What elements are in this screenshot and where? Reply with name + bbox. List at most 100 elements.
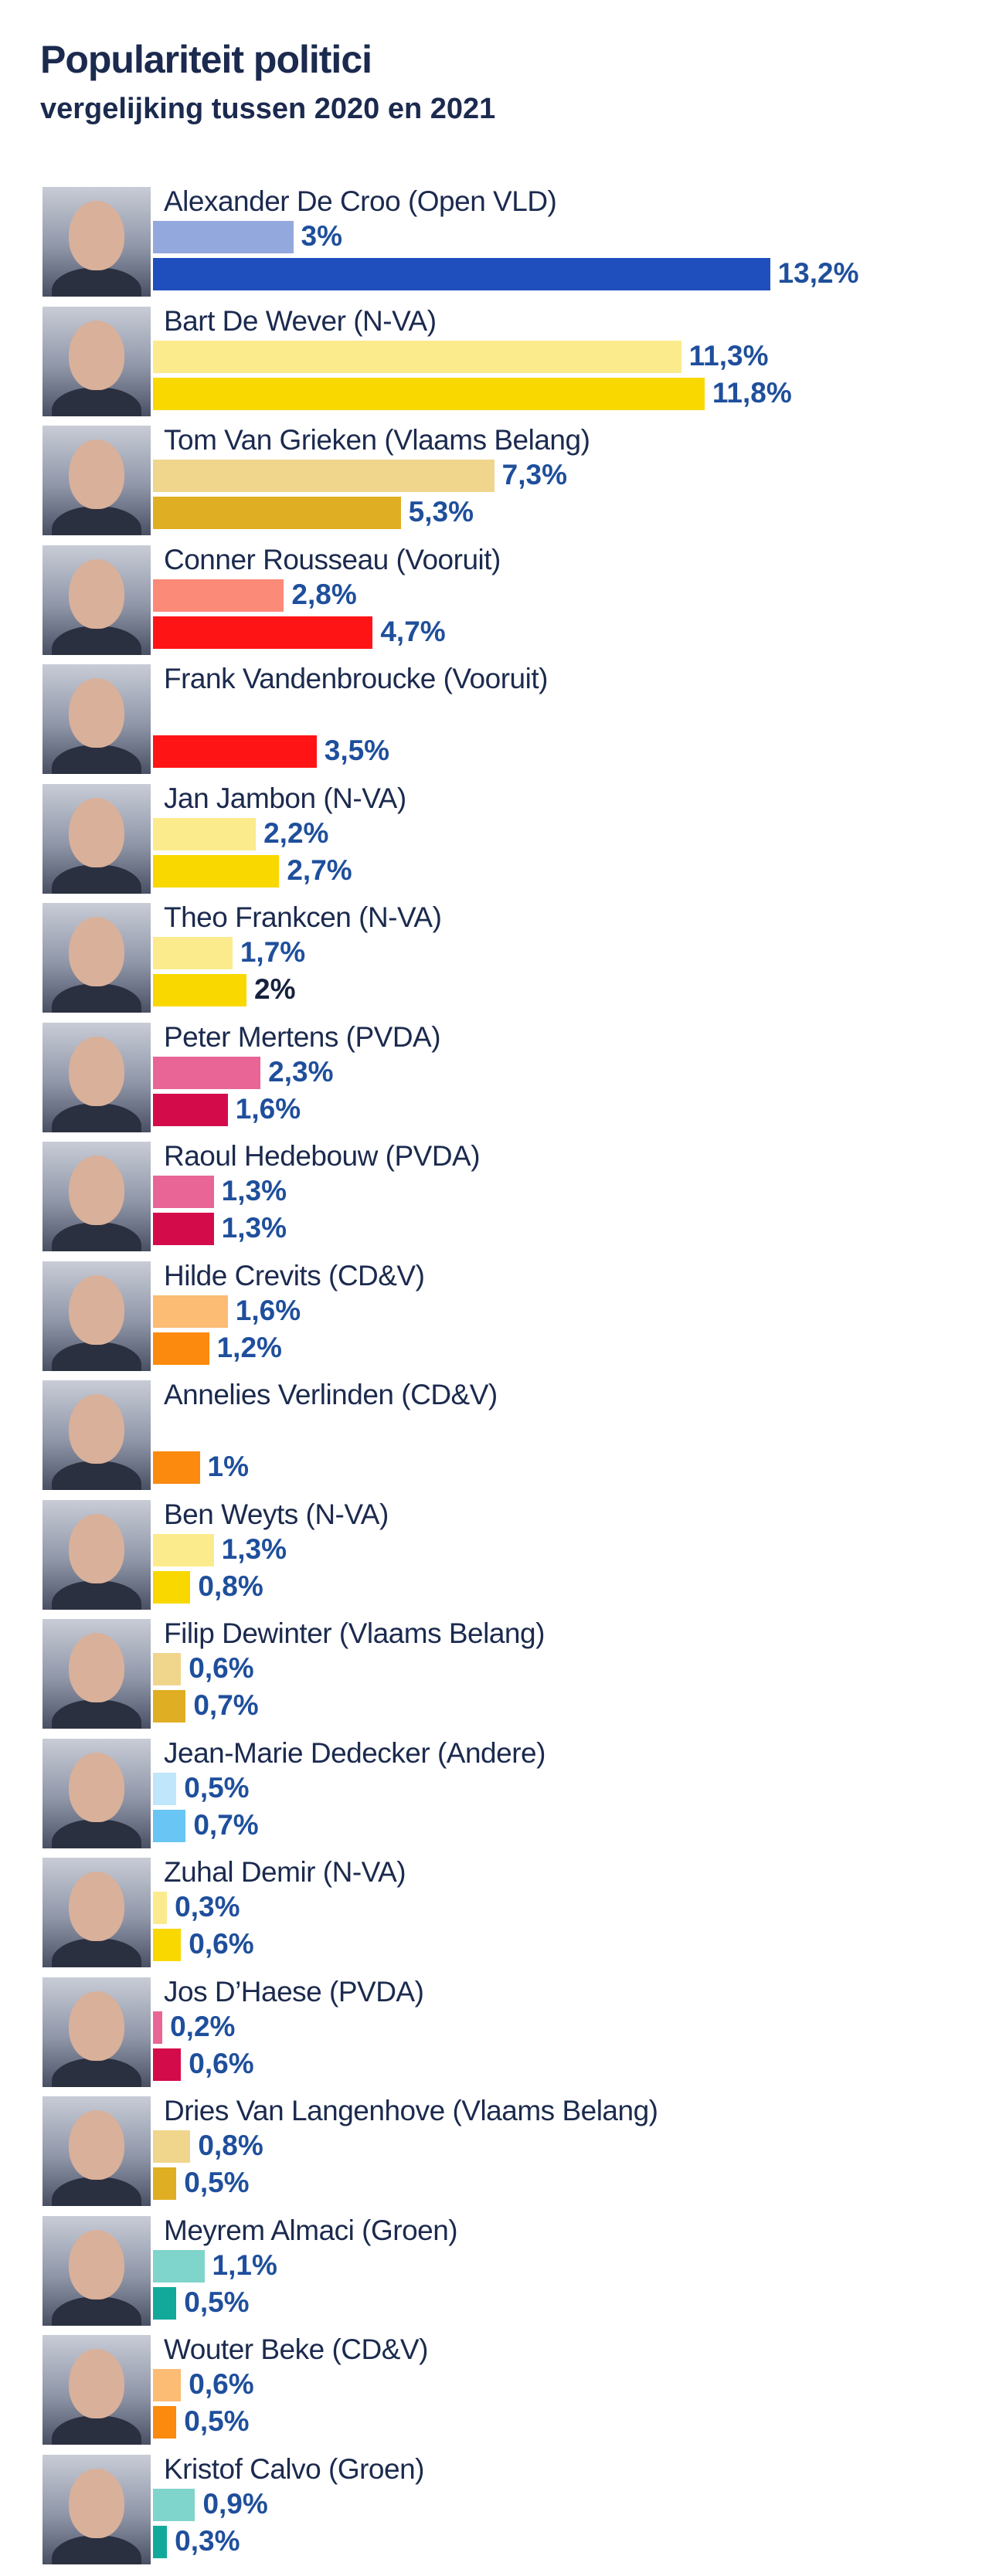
photo-shoulders — [52, 1341, 141, 1371]
photo-face — [69, 1872, 124, 1941]
photo-shoulders — [52, 1461, 141, 1490]
politician-row: Conner Rousseau (Vooruit) 2,8% 4,7% — [0, 542, 989, 658]
value-label-2020: 0,9% — [202, 2487, 268, 2520]
value-label-2020: 1,3% — [221, 1175, 287, 1207]
bar-2021 — [153, 1570, 191, 1604]
bar-2020 — [153, 579, 284, 612]
politician-name: Ben Weyts (N-VA) — [164, 1498, 389, 1530]
bar-2021 — [153, 1809, 186, 1842]
photo-face — [69, 2468, 124, 2538]
politician-row: Jan Jambon (N-VA) 2,2% 2,7% — [0, 781, 989, 897]
bar-2020 — [153, 340, 681, 373]
photo-face — [69, 1274, 124, 1345]
politician-name: Wouter Beke (CD&V) — [164, 2333, 428, 2365]
photo-shoulders — [52, 267, 141, 297]
bar-2021 — [153, 1332, 209, 1365]
chart-subtitle: vergelijking tussen 2020 en 2021 — [40, 93, 496, 125]
photo-face — [69, 2110, 124, 2180]
bar-2020 — [153, 221, 294, 253]
politician-name: Frank Vandenbroucke (Vooruit) — [164, 663, 548, 694]
photo-shoulders — [52, 1699, 141, 1729]
photo-face — [69, 1752, 124, 1822]
politician-row: Zuhal Demir (N-VA) 0,3% 0,6% — [0, 1855, 989, 1970]
value-label-2021: 0,6% — [189, 2047, 254, 2079]
value-label-2021: 1,6% — [235, 1092, 301, 1125]
politician-photo — [42, 545, 151, 655]
photo-shoulders — [52, 983, 141, 1013]
bar-2020 — [153, 1533, 214, 1566]
value-label-2021: 1,2% — [216, 1331, 282, 1363]
value-label-2021: 0,5% — [184, 2286, 250, 2318]
politician-photo — [42, 1142, 151, 1251]
value-label-2021: 4,7% — [380, 615, 446, 647]
bar-2021 — [153, 2167, 177, 2200]
bar-2021 — [153, 2406, 177, 2439]
politician-name: Raoul Hedebouw (PVDA) — [164, 1140, 481, 1172]
politician-photo — [42, 1977, 151, 2087]
chart-title: Populariteit politici — [40, 38, 372, 81]
politician-photo — [42, 2335, 151, 2445]
bar-2021 — [153, 1690, 186, 1722]
bar-2021 — [153, 2525, 168, 2558]
photo-face — [69, 2229, 124, 2299]
bar-2021 — [153, 2048, 182, 2081]
photo-face — [69, 201, 124, 270]
value-label-2020: 0,6% — [189, 2368, 254, 2400]
politician-photo — [42, 2096, 151, 2206]
politician-photo — [42, 1261, 151, 1371]
value-label-2021: 0,5% — [184, 2405, 250, 2437]
politician-row: Bart De Wever (N-VA) 11,3% 11,8% — [0, 304, 989, 419]
bar-2020 — [153, 2488, 195, 2521]
bar-2021 — [153, 974, 246, 1006]
politician-photo — [42, 1380, 151, 1490]
politician-row: Annelies Verlinden (CD&V) 1% — [0, 1377, 989, 1493]
bar-2021 — [153, 2286, 177, 2320]
photo-face — [69, 1513, 124, 1583]
photo-face — [69, 440, 124, 509]
politician-row: Peter Mertens (PVDA) 2,3% 1,6% — [0, 1020, 989, 1135]
photo-shoulders — [52, 2296, 141, 2326]
photo-shoulders — [52, 745, 141, 774]
photo-face — [69, 2349, 124, 2418]
politician-row: Jos D’Haese (PVDA) 0,2% 0,6% — [0, 1974, 989, 2090]
value-label-2020: 2,8% — [291, 578, 357, 610]
bar-2021 — [153, 1929, 182, 1961]
photo-shoulders — [52, 2534, 141, 2564]
value-label-2020: 0,8% — [198, 2130, 263, 2161]
value-label-2020: 2,2% — [263, 816, 329, 849]
value-label-2020: 0,5% — [184, 1771, 250, 1804]
bar-2021 — [153, 1093, 228, 1126]
value-label-2020: 1,3% — [221, 1532, 287, 1565]
value-label-2020: 1,1% — [212, 2248, 277, 2281]
photo-face — [69, 678, 124, 748]
bar-2021 — [153, 735, 317, 768]
politician-photo — [42, 1499, 151, 1610]
photo-face — [69, 1156, 124, 1225]
value-label-2020: 1,7% — [240, 936, 306, 968]
bar-2020 — [153, 2011, 163, 2044]
politician-name: Conner Rousseau (Vooruit) — [164, 543, 501, 575]
photo-face — [69, 1633, 124, 1702]
bar-2020 — [153, 1295, 228, 1328]
politician-photo — [42, 2215, 151, 2326]
politician-photo — [42, 1738, 151, 1848]
politician-row: Tom Van Grieken (Vlaams Belang) 7,3% 5,3% — [0, 423, 989, 538]
politician-name: Jean-Marie Dedecker (Andere) — [164, 1736, 545, 1769]
politician-photo — [42, 426, 151, 535]
politician-photo — [42, 1619, 151, 1729]
politician-row: Dries Van Langenhove (Vlaams Belang) 0,8%… — [0, 2093, 989, 2209]
bar-2020 — [153, 1892, 168, 1924]
photo-face — [69, 1036, 124, 1106]
photo-shoulders — [52, 1102, 141, 1132]
politician-name: Alexander De Croo (Open VLD) — [164, 185, 557, 217]
value-label-2021: 0,7% — [193, 1689, 259, 1721]
politician-row: Raoul Hedebouw (PVDA) 1,3% 1,3% — [0, 1139, 989, 1254]
politician-row: Theo Frankcen (N-VA) 1,7% 2% — [0, 900, 989, 1016]
politician-row: Meyrem Almaci (Groen) 1,1% 0,5% — [0, 2213, 989, 2329]
politician-name: Jos D’Haese (PVDA) — [164, 1975, 424, 2008]
value-label-2021: 5,3% — [408, 496, 474, 528]
politician-name: Bart De Wever (N-VA) — [164, 304, 437, 337]
photo-face — [69, 558, 124, 629]
politician-name: Meyrem Almaci (Groen) — [164, 2214, 458, 2246]
